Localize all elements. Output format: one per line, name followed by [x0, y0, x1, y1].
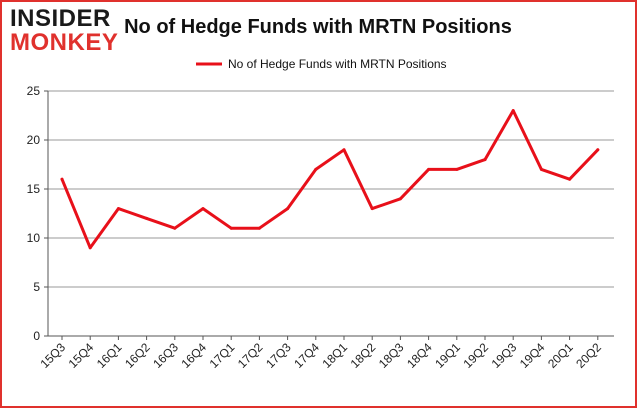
x-tick-label: 17Q2	[235, 340, 266, 371]
x-tick-label: 16Q4	[178, 340, 209, 371]
data-point	[173, 226, 177, 230]
x-tick-label: 18Q4	[404, 340, 435, 371]
data-point	[342, 148, 346, 152]
legend: No of Hedge Funds with MRTN Positions	[196, 57, 447, 71]
logo-line-2: MONKEY	[10, 29, 118, 56]
y-tick-label: 5	[33, 280, 40, 294]
data-point	[314, 167, 318, 171]
y-tick-label: 15	[27, 182, 41, 196]
x-tick-label: 18Q1	[319, 340, 350, 371]
x-tick-label: 19Q3	[489, 340, 520, 371]
data-point	[568, 177, 572, 181]
x-tick-label: 19Q4	[517, 340, 548, 371]
x-tick-label: 18Q2	[348, 340, 379, 371]
data-point	[60, 177, 64, 181]
x-tick-label: 17Q3	[263, 340, 294, 371]
x-tick-label: 20Q1	[545, 340, 576, 371]
data-point	[229, 226, 233, 230]
y-tick-label: 20	[27, 133, 41, 147]
x-tick-label: 16Q3	[150, 340, 181, 371]
x-tick-label: 16Q2	[122, 340, 153, 371]
x-tick-label: 16Q1	[94, 340, 125, 371]
data-point	[370, 207, 374, 211]
y-tick-label: 25	[27, 84, 41, 98]
x-tick-label: 17Q4	[291, 340, 322, 371]
axes: 051015202515Q315Q416Q116Q216Q316Q417Q117…	[27, 84, 614, 371]
data-point	[398, 197, 402, 201]
x-tick-label: 19Q2	[460, 340, 491, 371]
data-point	[145, 216, 149, 220]
series-line	[60, 109, 600, 250]
y-tick-label: 0	[33, 329, 40, 343]
data-point	[455, 167, 459, 171]
logo-line-1: INSIDER	[10, 5, 111, 32]
data-point	[286, 207, 290, 211]
data-point	[483, 158, 487, 162]
x-tick-label: 19Q1	[432, 340, 463, 371]
data-point	[116, 207, 120, 211]
data-point	[427, 167, 431, 171]
x-tick-label: 18Q3	[376, 340, 407, 371]
x-tick-label: 15Q3	[37, 340, 68, 371]
x-tick-label: 15Q4	[66, 340, 97, 371]
data-point	[596, 148, 600, 152]
data-point	[511, 109, 515, 113]
data-point	[201, 207, 205, 211]
y-tick-label: 10	[27, 231, 41, 245]
legend-label: No of Hedge Funds with MRTN Positions	[228, 57, 447, 71]
x-tick-label: 20Q2	[573, 340, 604, 371]
series	[60, 109, 600, 250]
x-tick-label: 17Q1	[207, 340, 238, 371]
data-point	[88, 246, 92, 250]
insider-monkey-logo: INSIDER MONKEY	[10, 5, 118, 56]
data-point	[257, 226, 261, 230]
chart-title: No of Hedge Funds with MRTN Positions	[124, 16, 512, 38]
data-point	[539, 167, 543, 171]
